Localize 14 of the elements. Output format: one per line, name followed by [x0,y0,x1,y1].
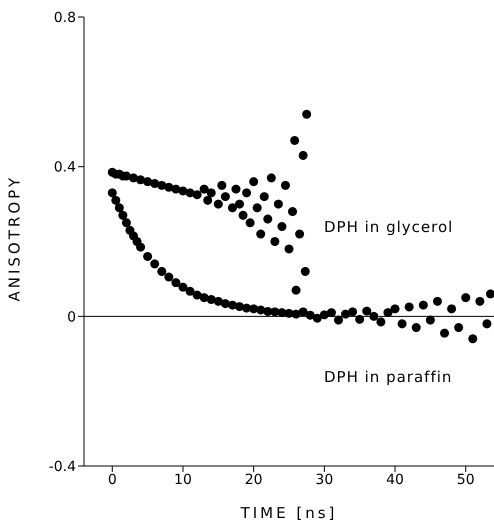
x-tick-label: 50 [456,472,475,488]
x-axis-title: TIME [ns] [240,504,338,522]
y-tick-label: 0 [67,309,76,326]
x-tick-label: 30 [315,472,334,488]
series-label: DPH in glycerol [324,218,454,236]
text: DPH in paraffin [324,368,452,386]
x-tick-label: 20 [244,472,263,488]
y-axis-title: ANISOTROPY [5,174,24,302]
x-tick-label: 0 [108,472,117,488]
y-tick-label: 0.8 [54,10,76,26]
x-tick-label: 10 [174,472,192,488]
x-tick-label: 40 [386,472,404,488]
y-tick-label: 0.4 [54,160,76,176]
y-tick-label: -0.4 [48,458,76,475]
